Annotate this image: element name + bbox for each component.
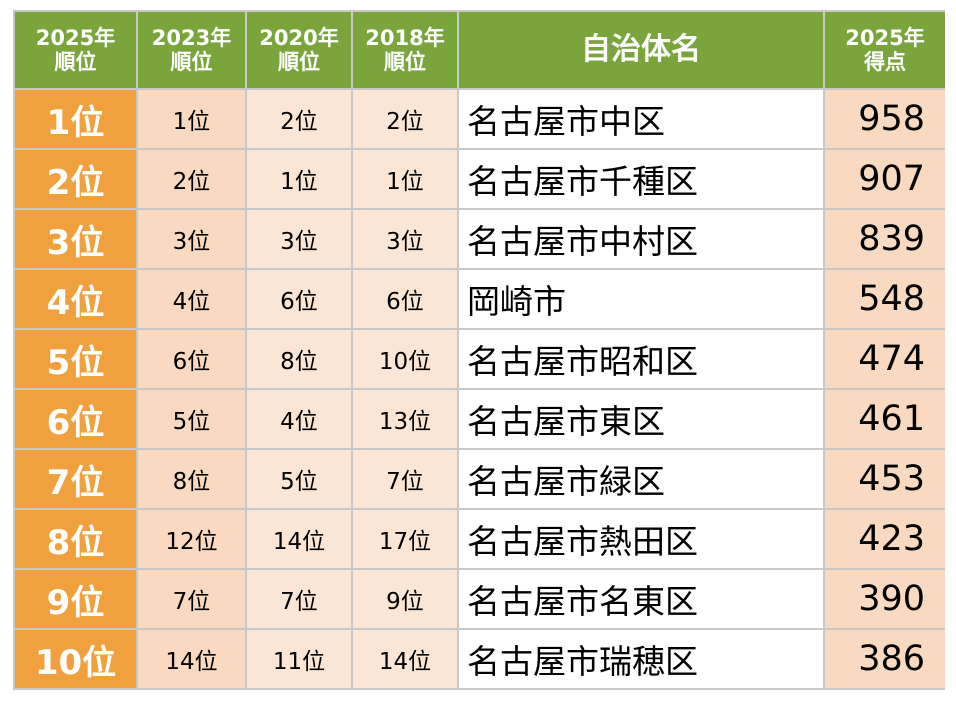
rank-2023-cell: 14位 xyxy=(138,630,245,688)
rank-2018-cell: 9位 xyxy=(353,570,457,628)
header-rank-2018-year: 2018年 xyxy=(365,25,445,50)
rank-2025-cell: 10位 xyxy=(15,630,136,688)
municipality-name-cell: 名古屋市名東区 xyxy=(459,570,823,628)
rank-2023-cell: 12位 xyxy=(138,510,245,568)
municipality-name-cell: 名古屋市昭和区 xyxy=(459,330,823,388)
rank-2025-cell: 6位 xyxy=(15,390,136,448)
rank-2018-cell: 13位 xyxy=(353,390,457,448)
municipality-name-cell: 名古屋市中区 xyxy=(459,90,823,148)
header-rank-2025: 2025年 順位 xyxy=(15,12,136,88)
rank-2025-cell: 2位 xyxy=(15,150,136,208)
rank-2023-cell: 6位 xyxy=(138,330,245,388)
rank-2023-cell: 1位 xyxy=(138,90,245,148)
rank-2023-cell: 4位 xyxy=(138,270,245,328)
rank-2020-cell: 1位 xyxy=(247,150,351,208)
rank-2018-cell: 6位 xyxy=(353,270,457,328)
header-score-2025: 2025年 得点 xyxy=(825,12,945,88)
municipality-name-cell: 名古屋市中村区 xyxy=(459,210,823,268)
municipality-name-cell: 名古屋市瑞穂区 xyxy=(459,630,823,688)
header-rank-2023-label: 順位 xyxy=(170,50,213,74)
rank-2018-cell: 3位 xyxy=(353,210,457,268)
municipality-name-cell: 名古屋市東区 xyxy=(459,390,823,448)
municipality-name-cell: 岡崎市 xyxy=(459,270,823,328)
rank-2025-cell: 5位 xyxy=(15,330,136,388)
rank-2020-cell: 3位 xyxy=(247,210,351,268)
header-rank-2025-year: 2025年 xyxy=(35,25,116,50)
header-rank-2020-label: 順位 xyxy=(278,50,320,74)
rank-2018-cell: 1位 xyxy=(353,150,457,208)
municipality-name-cell: 名古屋市緑区 xyxy=(459,450,823,508)
header-municipality: 自治体名 xyxy=(459,12,823,88)
ranking-table: 2025年 順位 2023年 順位 2020年 順位 2018年 順位 自治体名… xyxy=(13,10,945,690)
rank-2023-cell: 8位 xyxy=(138,450,245,508)
header-rank-2018-label: 順位 xyxy=(384,50,426,74)
header-rank-2025-label: 順位 xyxy=(54,50,97,74)
rank-2023-cell: 5位 xyxy=(138,390,245,448)
rank-2023-cell: 3位 xyxy=(138,210,245,268)
score-2025-cell: 958 xyxy=(825,90,945,148)
header-rank-2020: 2020年 順位 xyxy=(247,12,351,88)
rank-2020-cell: 6位 xyxy=(247,270,351,328)
rank-2018-cell: 7位 xyxy=(353,450,457,508)
rank-2018-cell: 2位 xyxy=(353,90,457,148)
header-rank-2023-year: 2023年 xyxy=(151,25,232,50)
rank-2020-cell: 5位 xyxy=(247,450,351,508)
municipality-name-cell: 名古屋市千種区 xyxy=(459,150,823,208)
rank-2025-cell: 3位 xyxy=(15,210,136,268)
score-2025-cell: 474 xyxy=(825,330,945,388)
score-2025-cell: 461 xyxy=(825,390,945,448)
rank-2020-cell: 2位 xyxy=(247,90,351,148)
score-2025-cell: 423 xyxy=(825,510,945,568)
rank-2018-cell: 14位 xyxy=(353,630,457,688)
rank-2025-cell: 1位 xyxy=(15,90,136,148)
score-2025-cell: 390 xyxy=(825,570,945,628)
header-rank-2018: 2018年 順位 xyxy=(353,12,457,88)
rank-2020-cell: 14位 xyxy=(247,510,351,568)
header-score-2025-year: 2025年 xyxy=(845,25,925,50)
rank-2020-cell: 7位 xyxy=(247,570,351,628)
rank-2025-cell: 8位 xyxy=(15,510,136,568)
score-2025-cell: 548 xyxy=(825,270,945,328)
score-2025-cell: 839 xyxy=(825,210,945,268)
rank-2025-cell: 4位 xyxy=(15,270,136,328)
score-2025-cell: 907 xyxy=(825,150,945,208)
header-rank-2023: 2023年 順位 xyxy=(138,12,245,88)
rank-2020-cell: 11位 xyxy=(247,630,351,688)
rank-2025-cell: 7位 xyxy=(15,450,136,508)
header-rank-2020-year: 2020年 xyxy=(259,25,339,50)
rank-2018-cell: 10位 xyxy=(353,330,457,388)
score-2025-cell: 386 xyxy=(825,630,945,688)
rank-2025-cell: 9位 xyxy=(15,570,136,628)
rank-2018-cell: 17位 xyxy=(353,510,457,568)
rank-2020-cell: 4位 xyxy=(247,390,351,448)
score-2025-cell: 453 xyxy=(825,450,945,508)
rank-2020-cell: 8位 xyxy=(247,330,351,388)
header-score-2025-label: 得点 xyxy=(864,50,906,74)
rank-2023-cell: 2位 xyxy=(138,150,245,208)
municipality-name-cell: 名古屋市熱田区 xyxy=(459,510,823,568)
rank-2023-cell: 7位 xyxy=(138,570,245,628)
